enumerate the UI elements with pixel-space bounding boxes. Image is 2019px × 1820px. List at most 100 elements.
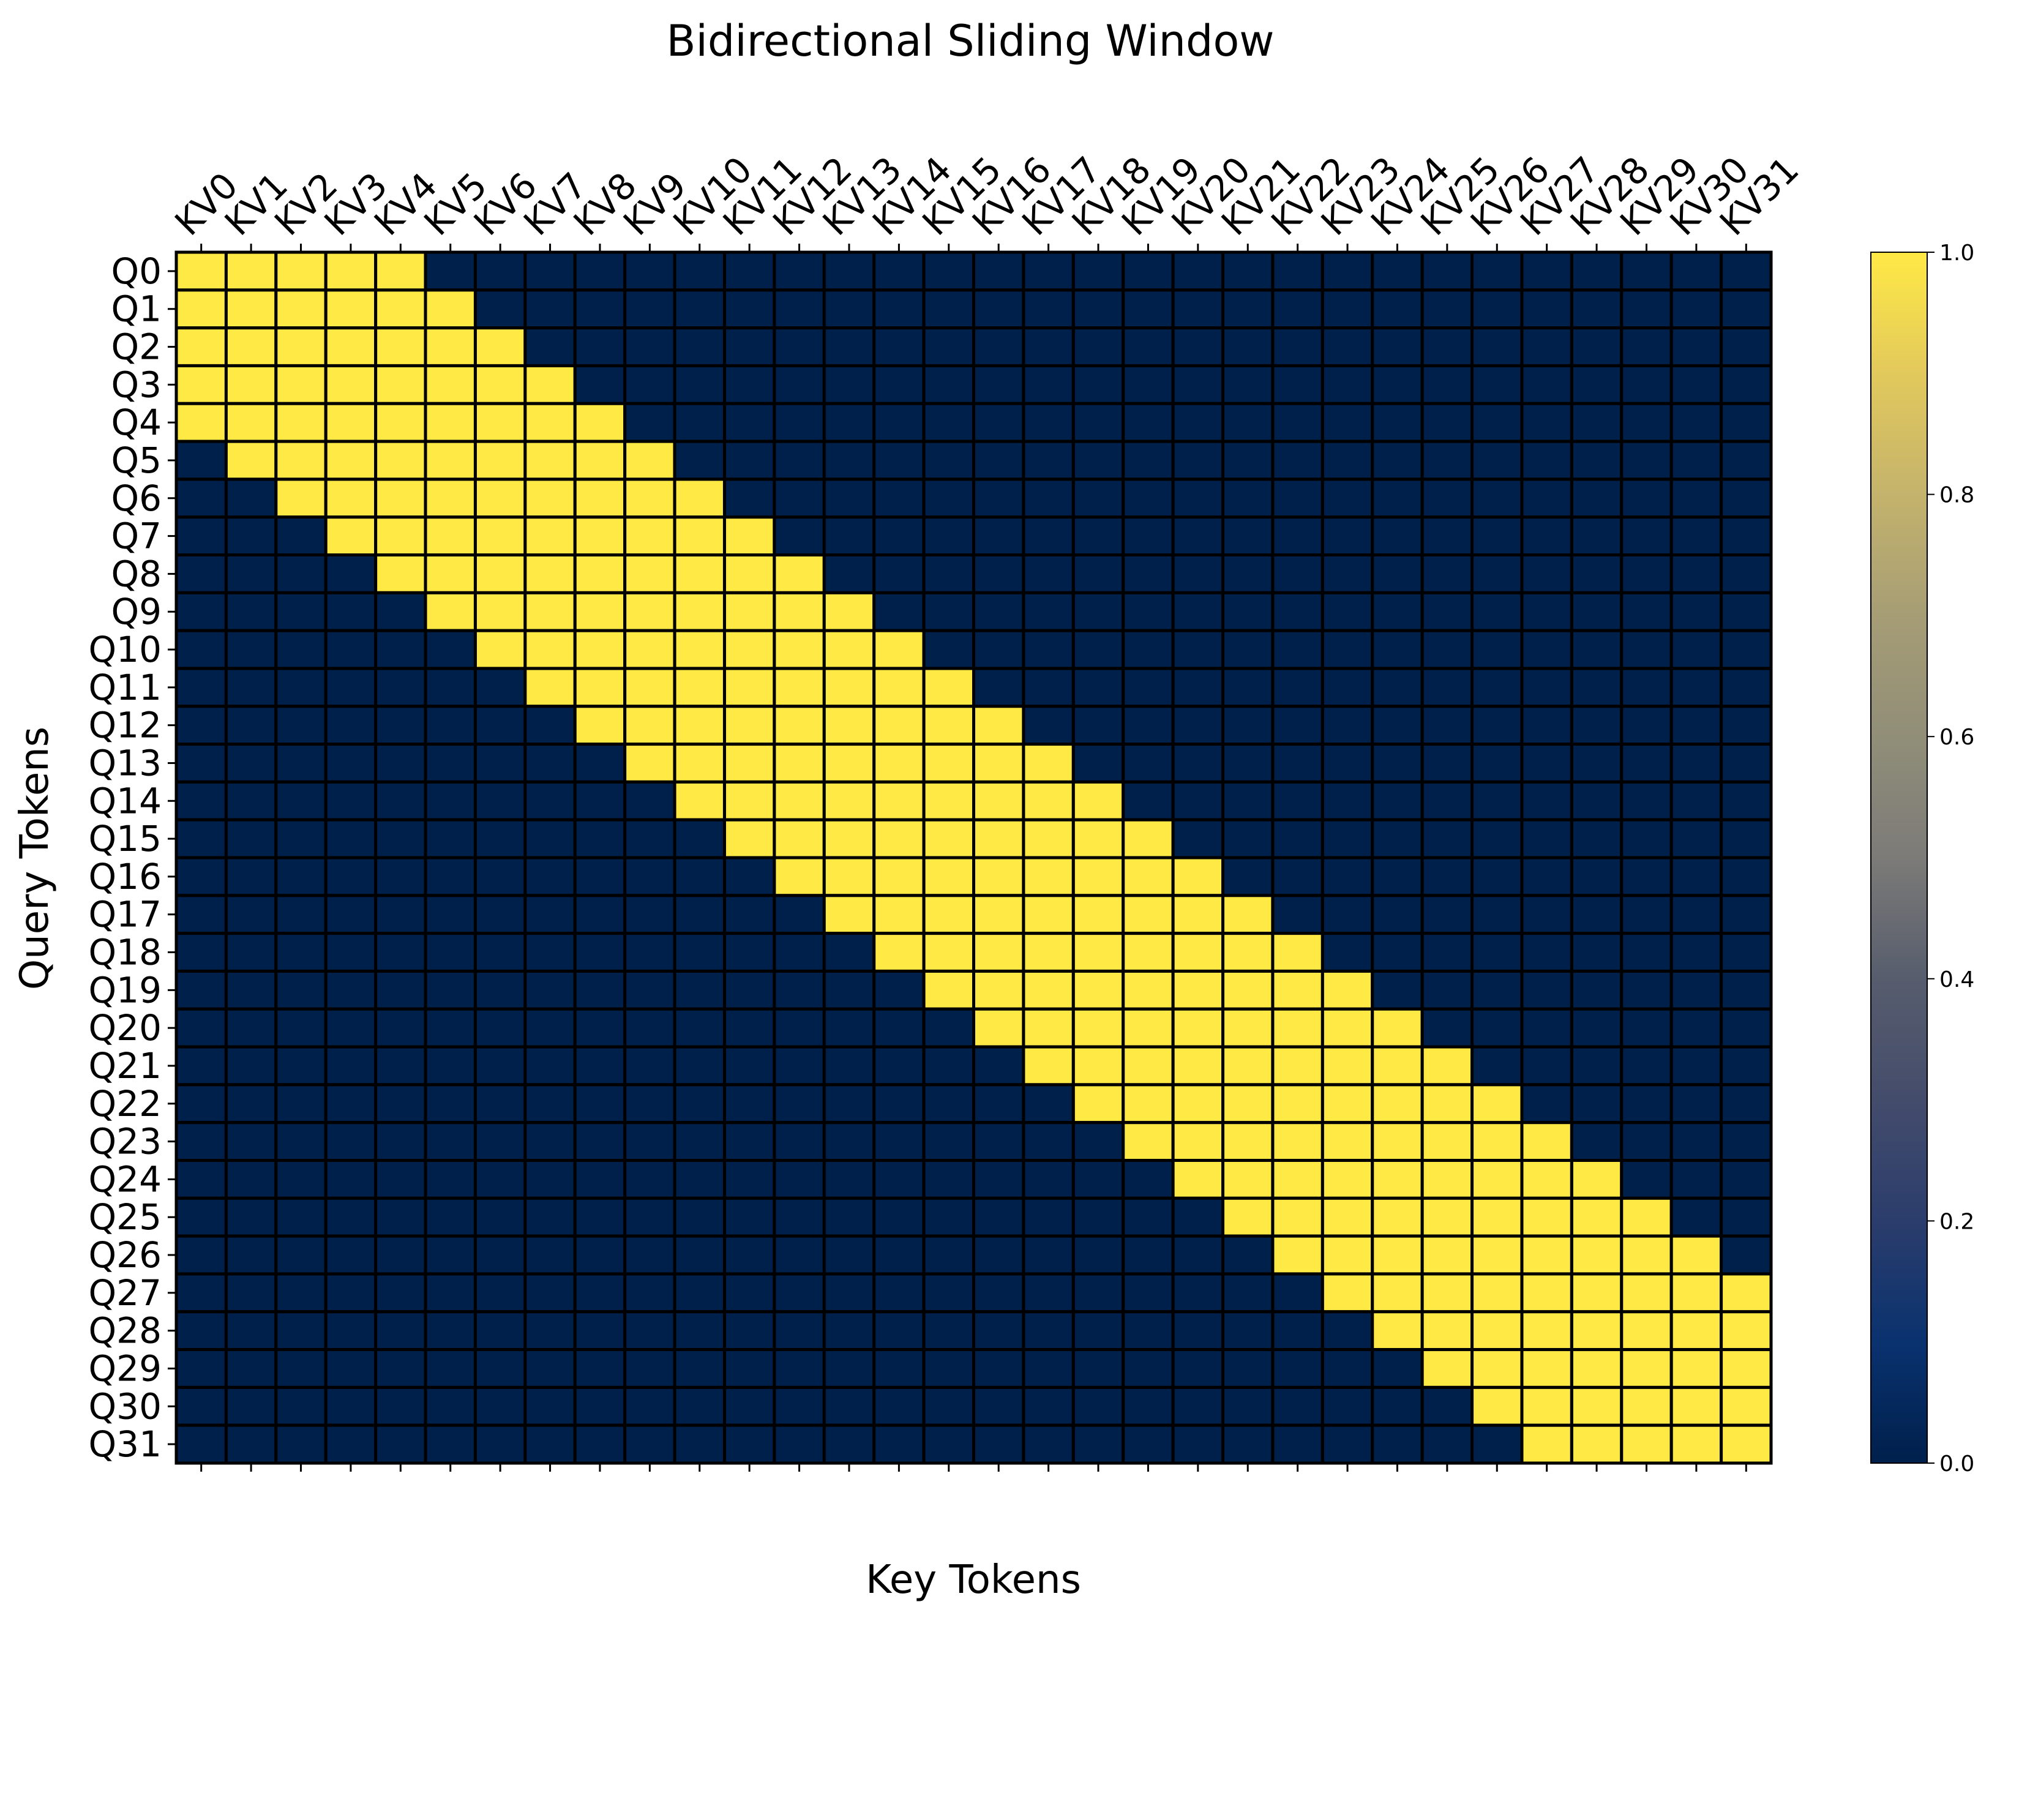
- heatmap-cell-q12-kv26: [1470, 705, 1524, 746]
- heatmap-cell-q26-kv12: [773, 1234, 826, 1276]
- heatmap-cell-q7-kv17: [1022, 515, 1075, 557]
- heatmap-cell-q30-kv19: [1122, 1385, 1175, 1427]
- heatmap-cell-q28-kv30: [1669, 1310, 1723, 1352]
- heatmap-cell-q5-kv6: [473, 440, 527, 481]
- heatmap-cell-q13-kv29: [1620, 743, 1673, 784]
- heatmap-cell-q25-kv21: [1221, 1196, 1275, 1238]
- heatmap-cell-q9-kv17: [1022, 591, 1075, 632]
- heatmap-cell-q19-kv31: [1720, 969, 1773, 1011]
- heatmap-cell-q7-kv1: [224, 515, 278, 557]
- heatmap-cell-q9-kv28: [1570, 591, 1624, 632]
- heatmap-cell-q26-kv6: [473, 1234, 527, 1276]
- heatmap-cell-q16-kv11: [722, 856, 776, 897]
- heatmap-cell-q23-kv25: [1420, 1121, 1474, 1162]
- heatmap-cell-q16-kv29: [1620, 856, 1673, 897]
- heatmap-cell-q4-kv9: [623, 402, 676, 443]
- heatmap-cell-q22-kv17: [1022, 1083, 1075, 1125]
- heatmap-cell-q3-kv19: [1122, 364, 1175, 405]
- heatmap-cell-q23-kv2: [274, 1121, 328, 1162]
- heatmap-cell-q24-kv11: [722, 1159, 776, 1200]
- heatmap-cell-q26-kv3: [324, 1234, 378, 1276]
- heatmap-cell-q2-kv8: [573, 326, 627, 367]
- heatmap-cells: [174, 250, 1773, 1465]
- heatmap-cell-q1-kv26: [1470, 288, 1524, 330]
- heatmap-cell-q0-kv3: [324, 250, 378, 292]
- heatmap-cell-q11-kv28: [1570, 667, 1624, 708]
- heatmap-cell-q11-kv26: [1470, 667, 1524, 708]
- heatmap-cell-q23-kv0: [174, 1121, 228, 1162]
- heatmap-cell-q30-kv7: [523, 1385, 577, 1427]
- heatmap-cell-q12-kv22: [1271, 705, 1324, 746]
- heatmap-cell-q30-kv17: [1022, 1385, 1075, 1427]
- heatmap-cell-q7-kv11: [722, 515, 776, 557]
- heatmap-cell-q17-kv17: [1022, 894, 1075, 935]
- heatmap-cell-q5-kv12: [773, 440, 826, 481]
- heatmap-cell-q10-kv31: [1720, 629, 1773, 670]
- heatmap-cell-q24-kv23: [1320, 1159, 1374, 1200]
- heatmap-cell-q11-kv0: [174, 667, 228, 708]
- heatmap-cell-q13-kv22: [1271, 743, 1324, 784]
- heatmap-cell-q17-kv1: [224, 894, 278, 935]
- heatmap-cell-q31-kv20: [1171, 1423, 1225, 1465]
- heatmap-cell-q31-kv19: [1122, 1423, 1175, 1465]
- heatmap-cell-q18-kv9: [623, 932, 676, 973]
- heatmap-cell-q27-kv14: [872, 1272, 926, 1314]
- heatmap-cell-q5-kv3: [324, 440, 378, 481]
- heatmap-cell-q24-kv8: [573, 1159, 627, 1200]
- heatmap-cell-q28-kv26: [1470, 1310, 1524, 1352]
- heatmap-cell-q16-kv4: [374, 856, 427, 897]
- heatmap-cell-q26-kv1: [224, 1234, 278, 1276]
- heatmap-cell-q2-kv15: [922, 326, 975, 367]
- heatmap-cell-q31-kv3: [324, 1423, 378, 1465]
- heatmap-cell-q14-kv1: [224, 780, 278, 822]
- heatmap-cell-q30-kv2: [274, 1385, 328, 1427]
- heatmap-cell-q18-kv2: [274, 932, 328, 973]
- heatmap-cell-q6-kv8: [573, 477, 627, 519]
- heatmap-cell-q21-kv31: [1720, 1045, 1773, 1087]
- heatmap-cell-q7-kv30: [1669, 515, 1723, 557]
- heatmap-cell-q22-kv22: [1271, 1083, 1324, 1125]
- heatmap-cell-q31-kv6: [473, 1423, 527, 1465]
- heatmap-cell-q8-kv30: [1669, 553, 1723, 594]
- heatmap-cell-q2-kv2: [274, 326, 328, 367]
- heatmap-cell-q16-kv12: [773, 856, 826, 897]
- heatmap-cell-q19-kv22: [1271, 969, 1324, 1011]
- heatmap-cell-q30-kv0: [174, 1385, 228, 1427]
- heatmap-cell-q9-kv16: [972, 591, 1025, 632]
- heatmap-cell-q28-kv12: [773, 1310, 826, 1352]
- heatmap-cell-q21-kv29: [1620, 1045, 1673, 1087]
- heatmap-cell-q13-kv21: [1221, 743, 1275, 784]
- heatmap-cell-q15-kv18: [1071, 818, 1125, 859]
- y-tick-label: Q29: [89, 1347, 162, 1389]
- heatmap-cell-q5-kv24: [1371, 440, 1424, 481]
- heatmap-cell-q4-kv13: [822, 402, 876, 443]
- heatmap-cell-q8-kv15: [922, 553, 975, 594]
- heatmap-cell-q6-kv7: [523, 477, 577, 519]
- heatmap-cell-q20-kv4: [374, 1007, 427, 1049]
- heatmap-cell-q10-kv25: [1420, 629, 1474, 670]
- heatmap-cell-q12-kv0: [174, 705, 228, 746]
- heatmap-cell-q24-kv27: [1520, 1159, 1573, 1200]
- heatmap-cell-q28-kv3: [324, 1310, 378, 1352]
- heatmap-cell-q18-kv28: [1570, 932, 1624, 973]
- heatmap-cell-q24-kv21: [1221, 1159, 1275, 1200]
- heatmap-cell-q13-kv13: [822, 743, 876, 784]
- heatmap-cell-q26-kv18: [1071, 1234, 1125, 1276]
- heatmap-cell-q23-kv18: [1071, 1121, 1125, 1162]
- heatmap-cell-q26-kv2: [274, 1234, 328, 1276]
- heatmap-cell-q30-kv8: [573, 1385, 627, 1427]
- heatmap-cell-q17-kv24: [1371, 894, 1424, 935]
- heatmap-cell-q22-kv27: [1520, 1083, 1573, 1125]
- y-tick-label: Q30: [89, 1385, 162, 1427]
- heatmap-cell-q31-kv25: [1420, 1423, 1474, 1465]
- heatmap-cell-q10-kv23: [1320, 629, 1374, 670]
- heatmap-cell-q30-kv4: [374, 1385, 427, 1427]
- heatmap-cell-q10-kv30: [1669, 629, 1723, 670]
- heatmap-cell-q27-kv17: [1022, 1272, 1075, 1314]
- heatmap-cell-q11-kv22: [1271, 667, 1324, 708]
- heatmap-cell-q2-kv17: [1022, 326, 1075, 367]
- heatmap-cell-q19-kv26: [1470, 969, 1524, 1011]
- heatmap-cell-q15-kv13: [822, 818, 876, 859]
- heatmap-cell-q29-kv18: [1071, 1348, 1125, 1389]
- heatmap-cell-q9-kv29: [1620, 591, 1673, 632]
